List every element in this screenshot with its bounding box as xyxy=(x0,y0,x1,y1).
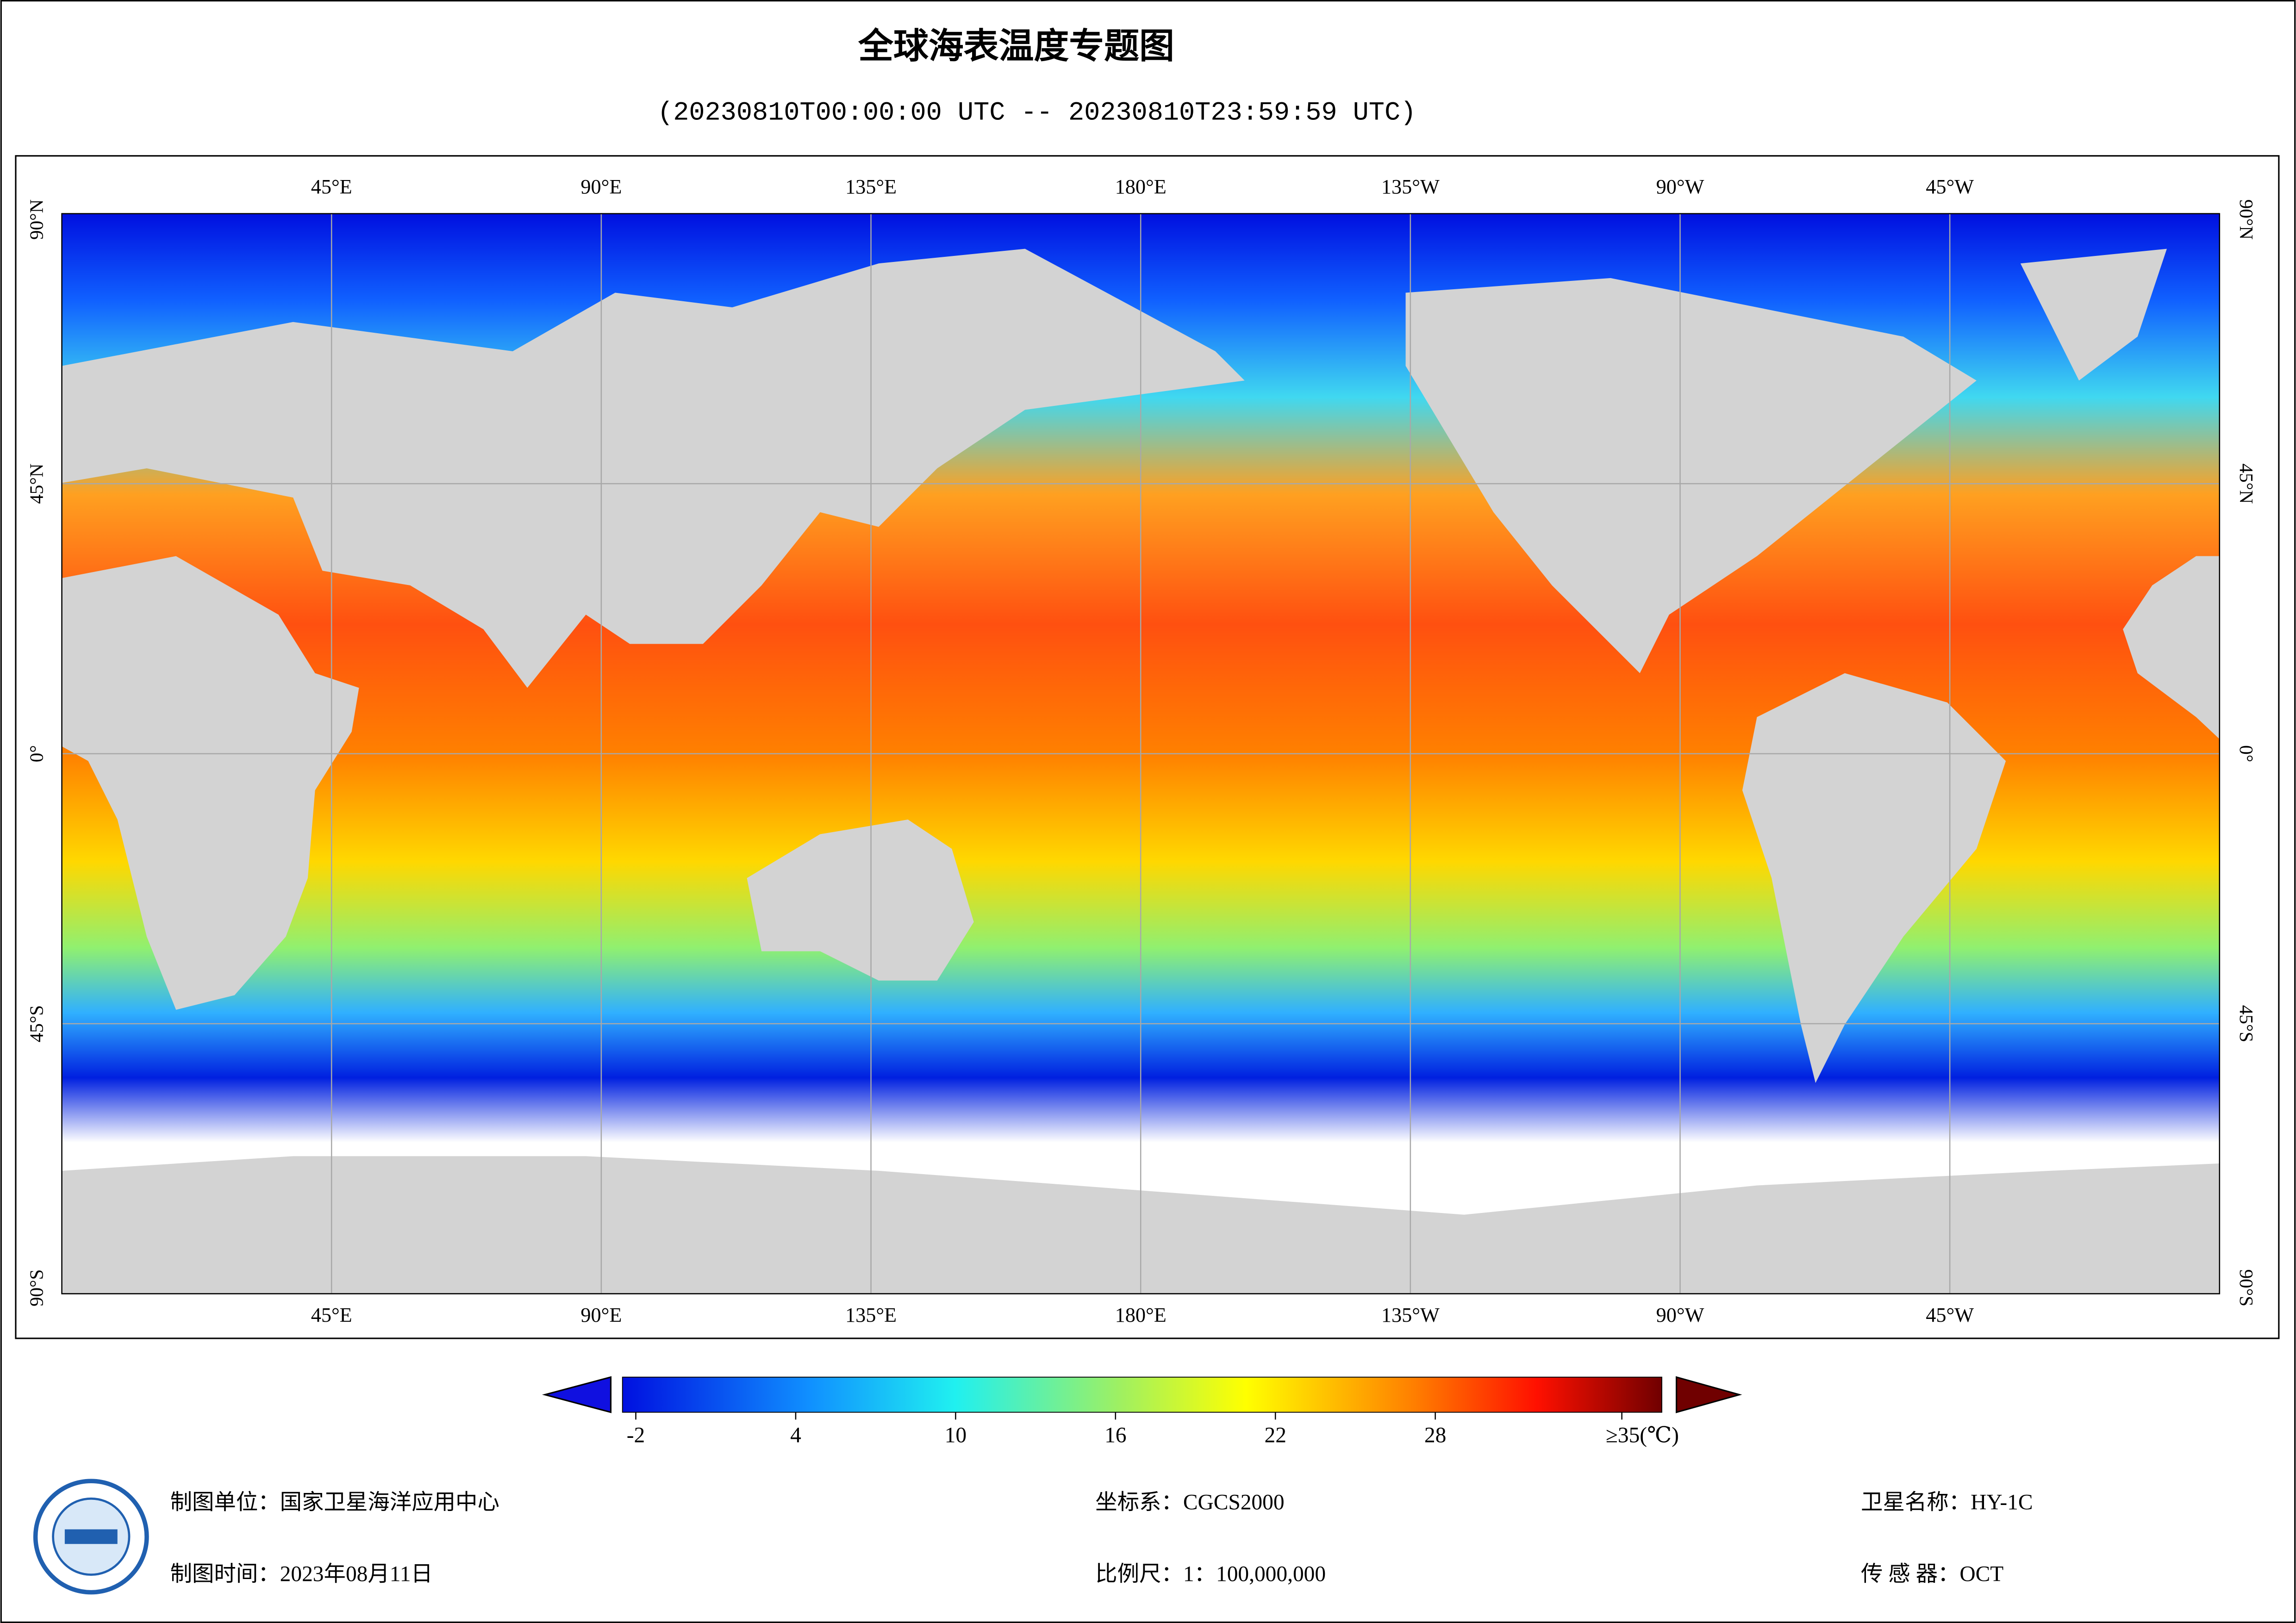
lon-label-bottom: 180°E xyxy=(1115,1304,1167,1326)
lon-label-top: 45°W xyxy=(1926,175,1974,198)
footer-scale: 比例尺：1：100,000,000 xyxy=(1095,1562,1326,1586)
lat-label-left: 0° xyxy=(25,745,47,762)
colorbar-label: 28 xyxy=(1424,1423,1446,1447)
greenland xyxy=(2020,249,2167,381)
colorbar-label: 16 xyxy=(1104,1423,1126,1447)
lon-label-bottom: 135°E xyxy=(845,1304,897,1326)
map-frame xyxy=(15,155,2280,1339)
footer-crs: 坐标系：CGCS2000 xyxy=(1095,1491,1284,1515)
footer-date: 制图时间：2023年08月11日 xyxy=(170,1562,433,1586)
logo xyxy=(33,1479,149,1595)
lat-label-left: 45°N xyxy=(25,464,47,504)
lon-label-bottom: 45°E xyxy=(311,1304,352,1326)
lon-label-top: 180°E xyxy=(1115,175,1167,198)
lon-label-bottom: 90°E xyxy=(580,1304,622,1326)
lat-label-left: 45°S xyxy=(25,1005,47,1042)
lon-label-bottom: 90°W xyxy=(1656,1304,1704,1326)
lon-label-top: 90°W xyxy=(1656,175,1704,198)
lat-label-right: 90°S xyxy=(2236,1269,2257,1306)
lat-label-left: 90°N xyxy=(25,199,47,240)
lon-label-top: 135°W xyxy=(1381,175,1440,198)
colorbar-under xyxy=(542,1376,612,1413)
lon-label-top: 90°E xyxy=(580,175,622,198)
footer-unit: 制图单位：国家卫星海洋应用中心 xyxy=(170,1491,499,1515)
footer-sensor: 传 感 器：OCT xyxy=(1861,1562,2003,1586)
lat-label-right: 45°N xyxy=(2236,464,2257,504)
west-africa xyxy=(2123,556,2220,739)
colorbar-label: 4 xyxy=(790,1423,801,1447)
south-america xyxy=(1742,673,2006,1083)
title: 全球海表温度专题图 xyxy=(858,25,1174,66)
lon-label-top: 45°E xyxy=(311,175,352,198)
colorbar-label: ≥35(℃) xyxy=(1606,1423,1679,1447)
colorbar-label: 22 xyxy=(1264,1423,1286,1447)
subtitle: (20230810T00:00:00 UTC -- 20230810T23:59… xyxy=(657,99,1416,128)
colorbar xyxy=(622,1376,1662,1413)
eurasia xyxy=(62,249,1245,688)
australia xyxy=(747,819,974,981)
lat-label-right: 0° xyxy=(2236,745,2257,762)
lon-label-bottom: 45°W xyxy=(1926,1304,1974,1326)
lon-label-top: 135°E xyxy=(845,175,897,198)
colorbar-over xyxy=(1676,1376,1742,1413)
colorbar-label: -2 xyxy=(627,1423,645,1447)
colorbar-label: 10 xyxy=(945,1423,967,1447)
lon-label-bottom: 135°W xyxy=(1381,1304,1440,1326)
north-america xyxy=(1405,278,1977,673)
africa xyxy=(62,556,359,1010)
lat-label-right: 90°N xyxy=(2236,199,2257,240)
lat-label-left: 90°S xyxy=(25,1269,47,1306)
footer-satellite: 卫星名称：HY-1C xyxy=(1861,1491,2033,1515)
lat-label-right: 45°S xyxy=(2236,1005,2257,1042)
map-neatline xyxy=(61,213,2221,1294)
